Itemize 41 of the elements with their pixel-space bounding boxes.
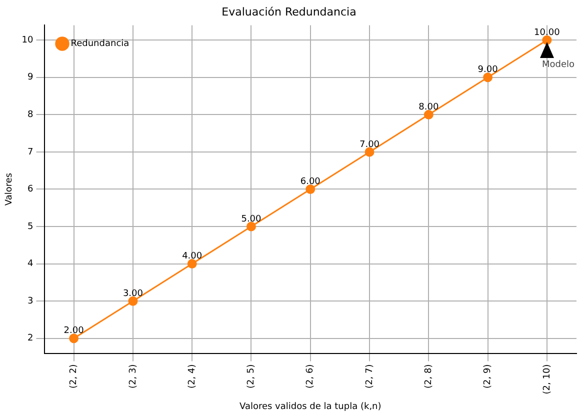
data-label: 9.00 — [478, 65, 498, 76]
y-tick-label: 7 — [28, 147, 34, 158]
data-label: 6.00 — [300, 177, 321, 188]
y-tick-label: 10 — [22, 35, 34, 46]
point — [424, 110, 434, 120]
y-tick-label: 2 — [28, 334, 34, 344]
point — [246, 222, 256, 232]
data-label: 8.00 — [418, 102, 439, 113]
data-label: 2.00 — [64, 326, 84, 336]
x-axis-title: Valores validos de la tupla (k,n) — [239, 402, 382, 412]
data-label: 3.00 — [122, 288, 144, 299]
y-tick-label: 3 — [28, 296, 34, 306]
x-tick-label: (2, 2) — [69, 364, 80, 388]
y-tick-label: 9 — [28, 72, 34, 83]
x-tick-label: (2, 4) — [187, 364, 198, 388]
x-tick-label: (2, 3) — [128, 364, 138, 388]
y-tick-label: 6 — [28, 184, 34, 195]
point — [542, 35, 552, 45]
point — [187, 259, 197, 269]
point — [306, 184, 316, 194]
data-label: 10.00 — [534, 28, 560, 38]
x-tick-label: (2, 7) — [364, 364, 375, 388]
data-label: 5.00 — [241, 214, 262, 224]
x-tick-label: (2, 10) — [542, 364, 552, 394]
point — [364, 147, 374, 157]
data-label: 4.00 — [182, 252, 202, 262]
y-tick-label: 4 — [28, 259, 34, 270]
x-tick-label: (2, 5) — [246, 364, 257, 388]
data-label: 7.00 — [359, 140, 380, 150]
annotation: Modelo — [542, 60, 575, 70]
y-tick-label: 8 — [28, 110, 34, 120]
chart-title: Evaluación Redundancia — [222, 5, 356, 18]
x-tick-label: (2, 8) — [424, 364, 434, 388]
point — [483, 72, 493, 82]
y-axis-title: Valores — [4, 172, 15, 206]
x-tick-label: (2, 9) — [483, 364, 494, 388]
x-tick-label: (2, 6) — [306, 364, 316, 388]
point — [128, 296, 138, 306]
legend-label: Redundancia — [70, 39, 130, 50]
y-tick-label: 5 — [28, 222, 34, 232]
point — [69, 334, 79, 344]
